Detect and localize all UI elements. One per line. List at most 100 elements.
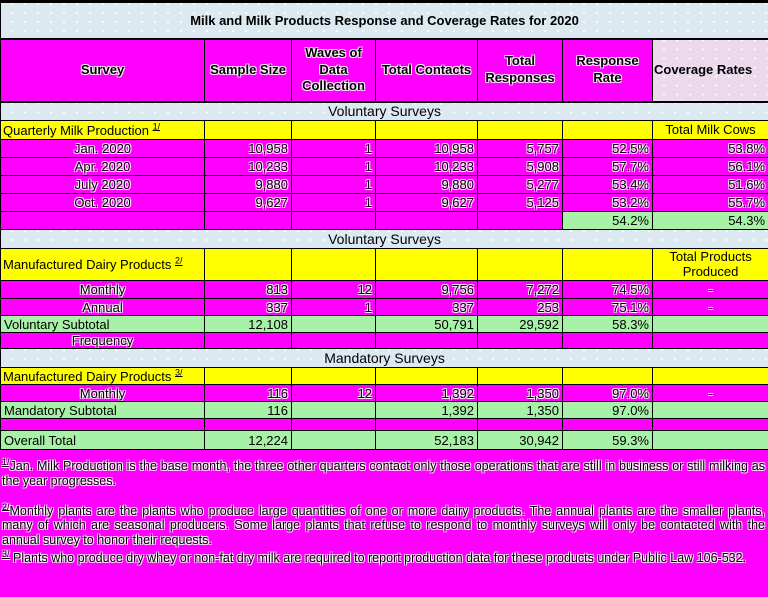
survey-cell: Oct. 2020 — [0, 193, 205, 212]
coverage-head: Total Products Produced — [651, 248, 768, 281]
footnote-mark: 1/ — [152, 121, 161, 132]
coverage-cell: 53.8% — [651, 139, 768, 158]
table-row: Apr. 2020 10,233 1 10,233 5,908 57.7% 56… — [0, 157, 768, 176]
waves-cell: 1 — [291, 175, 376, 194]
col-header-response-rate: Response Rate — [562, 38, 653, 103]
spacer-row — [0, 418, 768, 431]
col-header-sample-size: Sample Size — [204, 38, 292, 103]
coverage-cell: 55.7% — [651, 193, 768, 212]
overall-total-row: Overall Total 12,224 52,183 30,942 59.3% — [0, 430, 768, 450]
footnote-3-mark: 3/ — [2, 548, 10, 559]
sample-size-cell: 9,627 — [204, 193, 292, 212]
empty-cell — [651, 367, 768, 385]
page-title: Milk and Milk Products Response and Cove… — [0, 2, 768, 40]
coverage-head: Total Milk Cows — [651, 120, 768, 140]
footnote-3-text: Plants who produce dry whey or non-fat d… — [9, 550, 747, 565]
waves-cell: 12 — [291, 280, 376, 299]
empty-cell — [375, 367, 478, 385]
survey-cell: Jan. 2020 — [0, 139, 205, 158]
survey-cell: Monthly — [0, 280, 205, 299]
empty-cell — [562, 248, 653, 281]
empty-cell — [651, 418, 768, 431]
quarterly-summary-row: 54.2% 54.3% — [0, 211, 768, 230]
table-row: July 2020 9,880 1 9,880 5,277 53.4% 51.6… — [0, 175, 768, 194]
empty-cell — [291, 120, 376, 140]
empty-cell — [477, 120, 563, 140]
coverage-cell: - — [651, 384, 768, 402]
col-header-survey: Survey — [0, 38, 205, 103]
table-row: Oct. 2020 9,627 1 9,627 5,125 53.2% 55.7… — [0, 193, 768, 212]
empty-cell — [291, 430, 376, 450]
footnotes: 1/Jan. Milk Production is the base month… — [0, 450, 768, 566]
sample-size-cell: 116 — [204, 384, 292, 402]
empty-cell — [291, 248, 376, 281]
waves-cell: 1 — [291, 298, 376, 316]
empty-cell — [477, 211, 563, 230]
sample-size-cell: 813 — [204, 280, 292, 299]
footnote-1-text: Jan. Milk Production is the base month, … — [2, 459, 765, 488]
group-row-manufactured: Manufactured Dairy Products 2/ Total Pro… — [0, 248, 768, 281]
group-label-text: Manufactured Dairy Products — [3, 368, 172, 384]
empty-cell — [291, 401, 376, 419]
empty-cell — [651, 430, 768, 450]
response-rate-cell: 59.3% — [562, 430, 653, 450]
column-header-row: Survey Sample Size Waves of Data Collect… — [0, 38, 768, 103]
group-label: Manufactured Dairy Products 2/ — [0, 248, 205, 281]
empty-cell — [562, 332, 653, 349]
total-contacts-cell: 10,233 — [375, 157, 478, 176]
table-row: Jan. 2020 10,958 1 10,958 5,757 52.5% 53… — [0, 139, 768, 158]
total-contacts-cell: 50,791 — [375, 315, 478, 333]
summary-response-rate: 54.2% — [562, 211, 653, 230]
empty-cell — [204, 332, 292, 349]
section-band-voluntary-1: Voluntary Surveys — [0, 101, 768, 121]
sample-size-cell: 10,958 — [204, 139, 292, 158]
section-band-voluntary-2: Voluntary Surveys — [0, 229, 768, 249]
empty-cell — [375, 248, 478, 281]
response-rate-cell: 52.5% — [562, 139, 653, 158]
empty-cell — [375, 120, 478, 140]
empty-cell — [562, 120, 653, 140]
footnote-mark: 2/ — [174, 255, 183, 266]
frequency-row: Frequency — [0, 332, 768, 349]
group-row-quarterly: Quarterly Milk Production 1/ Total Milk … — [0, 120, 768, 140]
voluntary-subtotal-row: Voluntary Subtotal 12,108 50,791 29,592 … — [0, 315, 768, 333]
empty-cell — [291, 332, 376, 349]
empty-cell — [375, 332, 478, 349]
response-rate-cell: 57.7% — [562, 157, 653, 176]
empty-cell — [204, 120, 292, 140]
sample-size-cell: 9,880 — [204, 175, 292, 194]
title-row: Milk and Milk Products Response and Cove… — [0, 2, 768, 40]
frequency-label: Frequency — [0, 332, 205, 349]
response-rate-cell: 74.5% — [562, 280, 653, 299]
sample-size-cell: 10,233 — [204, 157, 292, 176]
coverage-cell: - — [651, 298, 768, 316]
coverage-cell: - — [651, 280, 768, 299]
sample-size-cell: 12,108 — [204, 315, 292, 333]
survey-cell: Apr. 2020 — [0, 157, 205, 176]
footnote-2-text: Monthly plants are the plants who produc… — [2, 503, 765, 548]
empty-cell — [651, 332, 768, 349]
empty-cell — [204, 211, 292, 230]
waves-cell: 1 — [291, 157, 376, 176]
total-contacts-cell: 10,958 — [375, 139, 478, 158]
footnote-2-mark: 2/ — [2, 501, 10, 512]
total-responses-cell: 5,908 — [477, 157, 563, 176]
summary-coverage-rate: 54.3% — [651, 211, 768, 230]
response-rate-cell: 97.0% — [562, 401, 653, 419]
empty-cell — [0, 211, 205, 230]
subtotal-label: Voluntary Subtotal — [0, 315, 205, 333]
survey-cell: Monthly — [0, 384, 205, 402]
sample-size-cell: 116 — [204, 401, 292, 419]
waves-cell: 12 — [291, 384, 376, 402]
total-responses-cell: 30,942 — [477, 430, 563, 450]
empty-cell — [477, 418, 563, 431]
total-contacts-cell: 9,880 — [375, 175, 478, 194]
col-header-total-responses: Total Responses — [477, 38, 563, 103]
total-responses-cell: 5,757 — [477, 139, 563, 158]
sample-size-cell: 337 — [204, 298, 292, 316]
group-label-text: Manufactured Dairy Products — [3, 257, 172, 272]
response-rate-cell: 53.2% — [562, 193, 653, 212]
table-row: Monthly 813 12 9,756 7,272 74.5% - — [0, 280, 768, 299]
empty-cell — [204, 367, 292, 385]
footnote-mark: 3/ — [174, 367, 183, 378]
